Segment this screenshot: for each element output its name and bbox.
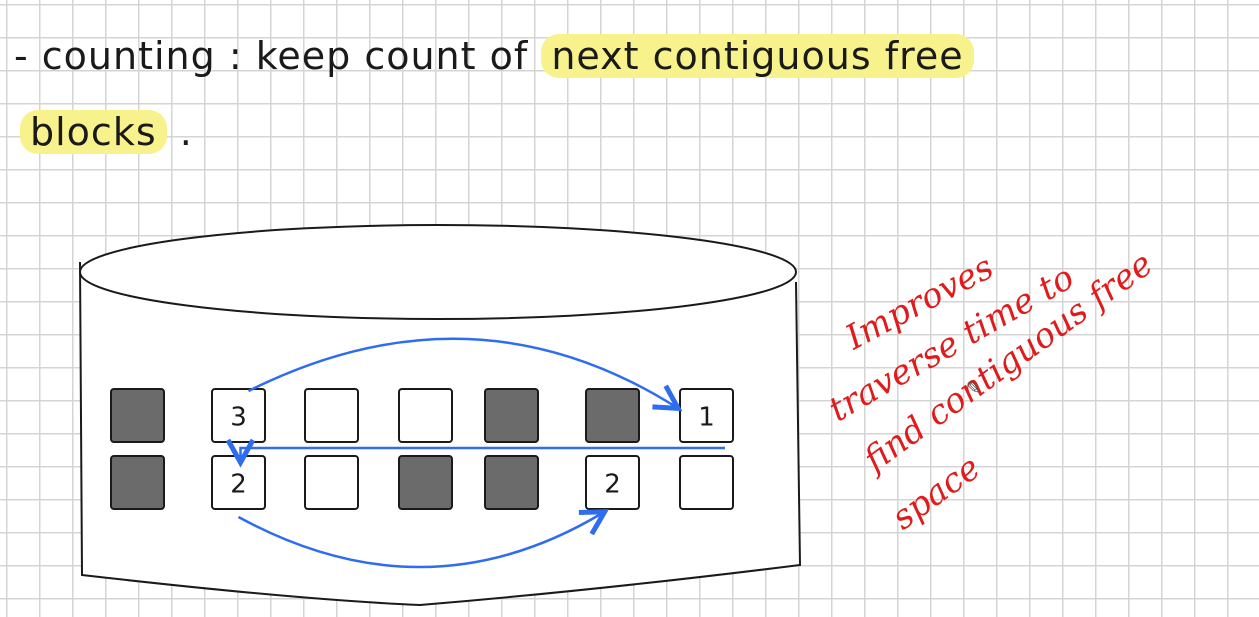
used-block-r1-c4 xyxy=(484,455,539,510)
note-line-2: blocks . xyxy=(20,110,193,154)
used-block-r0-c0 xyxy=(110,388,165,443)
free-block-r1-c1: 2 xyxy=(211,455,266,510)
used-block-r0-c5 xyxy=(585,388,640,443)
free-block-r0-c3 xyxy=(398,388,453,443)
free-block-r1-c2 xyxy=(304,455,359,510)
disk-blocks: 3 1 2 2 xyxy=(110,388,734,510)
free-block-links xyxy=(237,337,725,569)
used-block-r1-c0 xyxy=(110,455,165,510)
next-free-link-arrow-0 xyxy=(247,337,677,407)
pencil-cursor-icon: ✎ xyxy=(966,378,982,399)
free-block-r0-c1: 3 xyxy=(211,388,266,443)
free-block-r0-c6: 1 xyxy=(679,388,734,443)
note-line-2-suffix: . xyxy=(179,110,193,154)
block-count-label: 3 xyxy=(230,403,247,433)
free-block-r0-c2 xyxy=(304,388,359,443)
free-block-r1-c5: 2 xyxy=(585,455,640,510)
note-line-1-text: - counting : keep count of xyxy=(14,34,529,78)
block-count-label: 1 xyxy=(698,403,715,433)
highlight-next-contiguous-free: next contiguous free xyxy=(541,34,974,78)
next-free-link-arrow-1 xyxy=(241,448,725,460)
block-count-label: 2 xyxy=(604,470,621,500)
used-block-r0-c4 xyxy=(484,388,539,443)
used-block-r1-c3 xyxy=(398,455,453,510)
next-free-link-arrow-2 xyxy=(237,513,603,569)
highlight-blocks: blocks xyxy=(20,110,167,154)
free-block-r1-c6 xyxy=(679,455,734,510)
note-line-1: - counting : keep count of next contiguo… xyxy=(14,34,974,78)
block-count-label: 2 xyxy=(230,470,247,500)
disk-cylinder-top xyxy=(79,224,797,320)
